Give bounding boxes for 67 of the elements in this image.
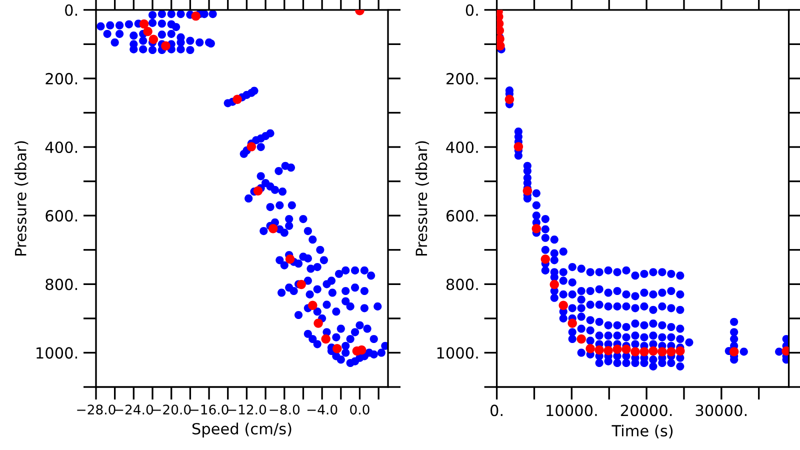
x-tick-label: −24.0: [114, 404, 154, 415]
point: [332, 344, 342, 354]
point: [604, 346, 613, 356]
point: [550, 280, 559, 290]
point: [532, 224, 542, 234]
y-axis-title: Pressure (dbar): [14, 141, 28, 256]
point: [540, 254, 550, 264]
x-tick-label: −20.0: [152, 404, 191, 415]
point: [232, 94, 242, 104]
point: [612, 344, 622, 354]
y-tick-label: 0.: [466, 4, 478, 16]
x-tick-label: −16.0: [190, 404, 228, 415]
x-tick-label: 30000.: [696, 404, 746, 416]
y-tick-label: 400.: [446, 141, 478, 154]
point: [666, 347, 676, 356]
point: [586, 344, 595, 354]
point: [729, 347, 739, 356]
point: [143, 26, 152, 36]
point: [496, 41, 505, 50]
point: [522, 186, 532, 196]
x-tick-label: −8.0: [270, 404, 300, 415]
y-tick-label: 1000.: [437, 347, 478, 359]
point: [648, 346, 658, 356]
y-tick-label: 800.: [46, 278, 77, 290]
point: [594, 345, 604, 355]
point: [285, 254, 295, 264]
x-tick-label: −28.0: [77, 404, 116, 415]
x-axis-title: Speed (cm/s): [192, 422, 292, 438]
point: [296, 280, 306, 290]
point: [568, 318, 577, 328]
y-tick-label: 0.: [65, 4, 77, 16]
point: [504, 94, 514, 104]
point: [191, 11, 200, 21]
x-tick-label: −12.0: [228, 404, 266, 415]
point: [268, 224, 278, 234]
y-tick-label: 600.: [446, 210, 478, 222]
x-tick-label: 0.0: [350, 404, 370, 415]
point: [622, 344, 631, 354]
point: [308, 300, 318, 310]
point: [357, 345, 366, 355]
x-tick-label: 10000.: [546, 404, 597, 416]
point: [640, 347, 649, 356]
y-tick-label: 800.: [446, 278, 478, 290]
point: [253, 186, 263, 196]
x-axis-title: Time (s): [612, 424, 673, 438]
point: [314, 318, 323, 328]
x-tick-label: 20000.: [620, 404, 672, 416]
point: [321, 334, 330, 344]
y-axis-title: Pressure (dbar): [415, 141, 429, 256]
point: [676, 346, 685, 356]
point: [514, 142, 524, 152]
y-tick-label: 200.: [446, 72, 478, 84]
point: [139, 19, 149, 29]
y-tick-label: 1000.: [36, 347, 77, 359]
point: [161, 41, 170, 50]
point: [148, 34, 158, 44]
y-tick-label: 400.: [45, 141, 77, 154]
x-tick-label: −4.0: [307, 404, 338, 415]
point: [658, 347, 667, 356]
point: [558, 300, 568, 310]
y-tick-label: 200.: [46, 72, 77, 84]
point: [246, 142, 256, 152]
x-tick-label: 0.: [490, 404, 502, 416]
y-tick-label: 600.: [46, 210, 77, 222]
point: [576, 334, 586, 344]
point: [630, 347, 640, 356]
point: [496, 26, 504, 36]
